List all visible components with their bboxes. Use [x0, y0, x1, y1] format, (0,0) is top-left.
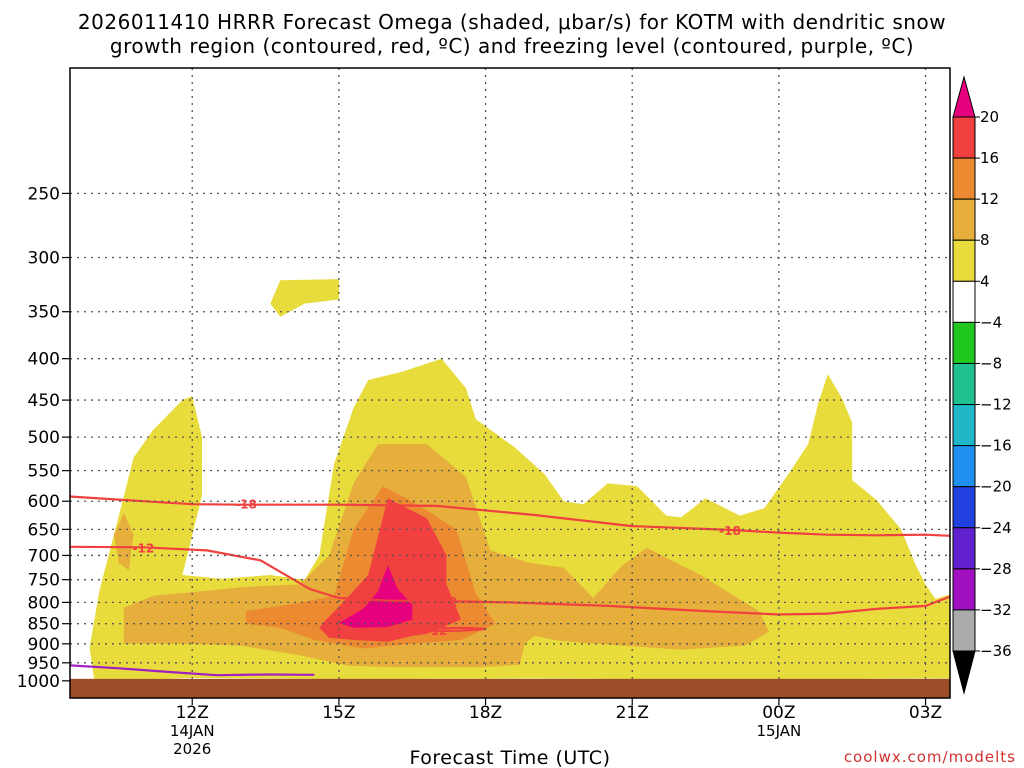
colorbar-bin: [952, 486, 976, 529]
chart-title-line2: growth region (contoured, red, ºC) and f…: [109, 34, 915, 58]
colorbar-bin: [952, 527, 976, 570]
x-tick-label: 12Z: [176, 703, 209, 723]
x-tick-label: 03Z: [909, 703, 942, 723]
colorbar-bin: [952, 321, 976, 364]
x-tick-label: 18Z: [469, 703, 502, 723]
colorbar-bin: [952, 404, 976, 447]
x-tick-year: 2026: [173, 740, 211, 758]
contour-label: -12: [132, 541, 154, 555]
contour-snow_growth_-18C: [70, 495, 950, 537]
plot-frame: [69, 67, 951, 699]
y-tick-label: 400: [28, 350, 60, 370]
y-tick-label: 350: [28, 303, 60, 323]
colorbar-bin: [952, 116, 976, 159]
colorbar-label: −36: [980, 642, 1012, 660]
y-tick-label: 800: [28, 593, 60, 613]
contour-label: -18: [719, 524, 741, 538]
contour-label: -18: [235, 498, 257, 512]
colorbar-bin: [952, 239, 976, 282]
colorbar-top-arrow: [952, 75, 976, 118]
contour-snow_growth_-12C: [70, 545, 950, 616]
contour-freezing_level_0C: [70, 664, 315, 677]
colorbar-label: −16: [980, 437, 1012, 455]
y-tick-label: 1000: [17, 672, 60, 692]
y-tick-label: 300: [28, 249, 60, 269]
colorbar-bin: [952, 362, 976, 406]
y-tick-label: 550: [28, 462, 60, 482]
colorbar-label: −32: [980, 601, 1012, 619]
colorbar-label: 4: [980, 272, 990, 290]
y-tick-label: 450: [28, 391, 60, 411]
colorbar-label: −8: [980, 354, 1002, 372]
colorbar-bin: [952, 445, 976, 488]
colorbar-bin: [952, 609, 976, 652]
ground-terrain: [70, 678, 950, 698]
omega-region-8: [114, 512, 134, 571]
colorbar-bin: [952, 280, 976, 323]
colorbar-label: 12: [980, 190, 999, 208]
contour-label: -12: [426, 624, 448, 638]
chart-title-line1: 2026011410 HRRR Forecast Omega (shaded, …: [77, 10, 947, 34]
credit-text: coolwx.com/modelts: [844, 748, 1016, 766]
colorbar-bin: [952, 568, 976, 611]
colorbar-label: 8: [980, 231, 990, 249]
contour-snow_growth_-12C_inner: [397, 626, 486, 633]
x-tick-label: 21Z: [616, 703, 649, 723]
colorbar-label: −12: [980, 396, 1012, 414]
y-tick-label: 950: [28, 654, 60, 674]
y-tick-label: 850: [28, 615, 60, 635]
colorbar-bin: [952, 157, 976, 200]
y-tick-label: 500: [28, 428, 60, 448]
colorbar-label: −28: [980, 560, 1012, 578]
colorbar-bottom-arrow: [952, 650, 976, 695]
x-tick-date: 15JAN: [757, 722, 802, 740]
colorbar-label: −24: [980, 519, 1012, 537]
contour-label: -12: [436, 595, 458, 609]
colorbar-label: −4: [980, 313, 1002, 331]
y-tick-label: 600: [28, 492, 60, 512]
omega-region-20: [338, 565, 413, 628]
y-tick-label: 750: [28, 571, 60, 591]
y-tick-label: 700: [28, 546, 60, 566]
colorbar-label: 16: [980, 149, 999, 167]
colorbar-label: −20: [980, 478, 1012, 496]
colorbar-label: 20: [980, 108, 999, 126]
x-tick-label: 15Z: [322, 703, 355, 723]
x-tick-label: 00Z: [762, 703, 795, 723]
omega-region-16: [319, 498, 462, 642]
y-tick-label: 250: [28, 184, 60, 204]
y-tick-label: 900: [28, 635, 60, 655]
x-axis-label: Forecast Time (UTC): [410, 747, 611, 768]
x-tick-date: 14JAN: [170, 722, 215, 740]
y-tick-label: 650: [28, 520, 60, 540]
omega-region-4: [270, 279, 339, 317]
colorbar-bin: [952, 198, 976, 241]
